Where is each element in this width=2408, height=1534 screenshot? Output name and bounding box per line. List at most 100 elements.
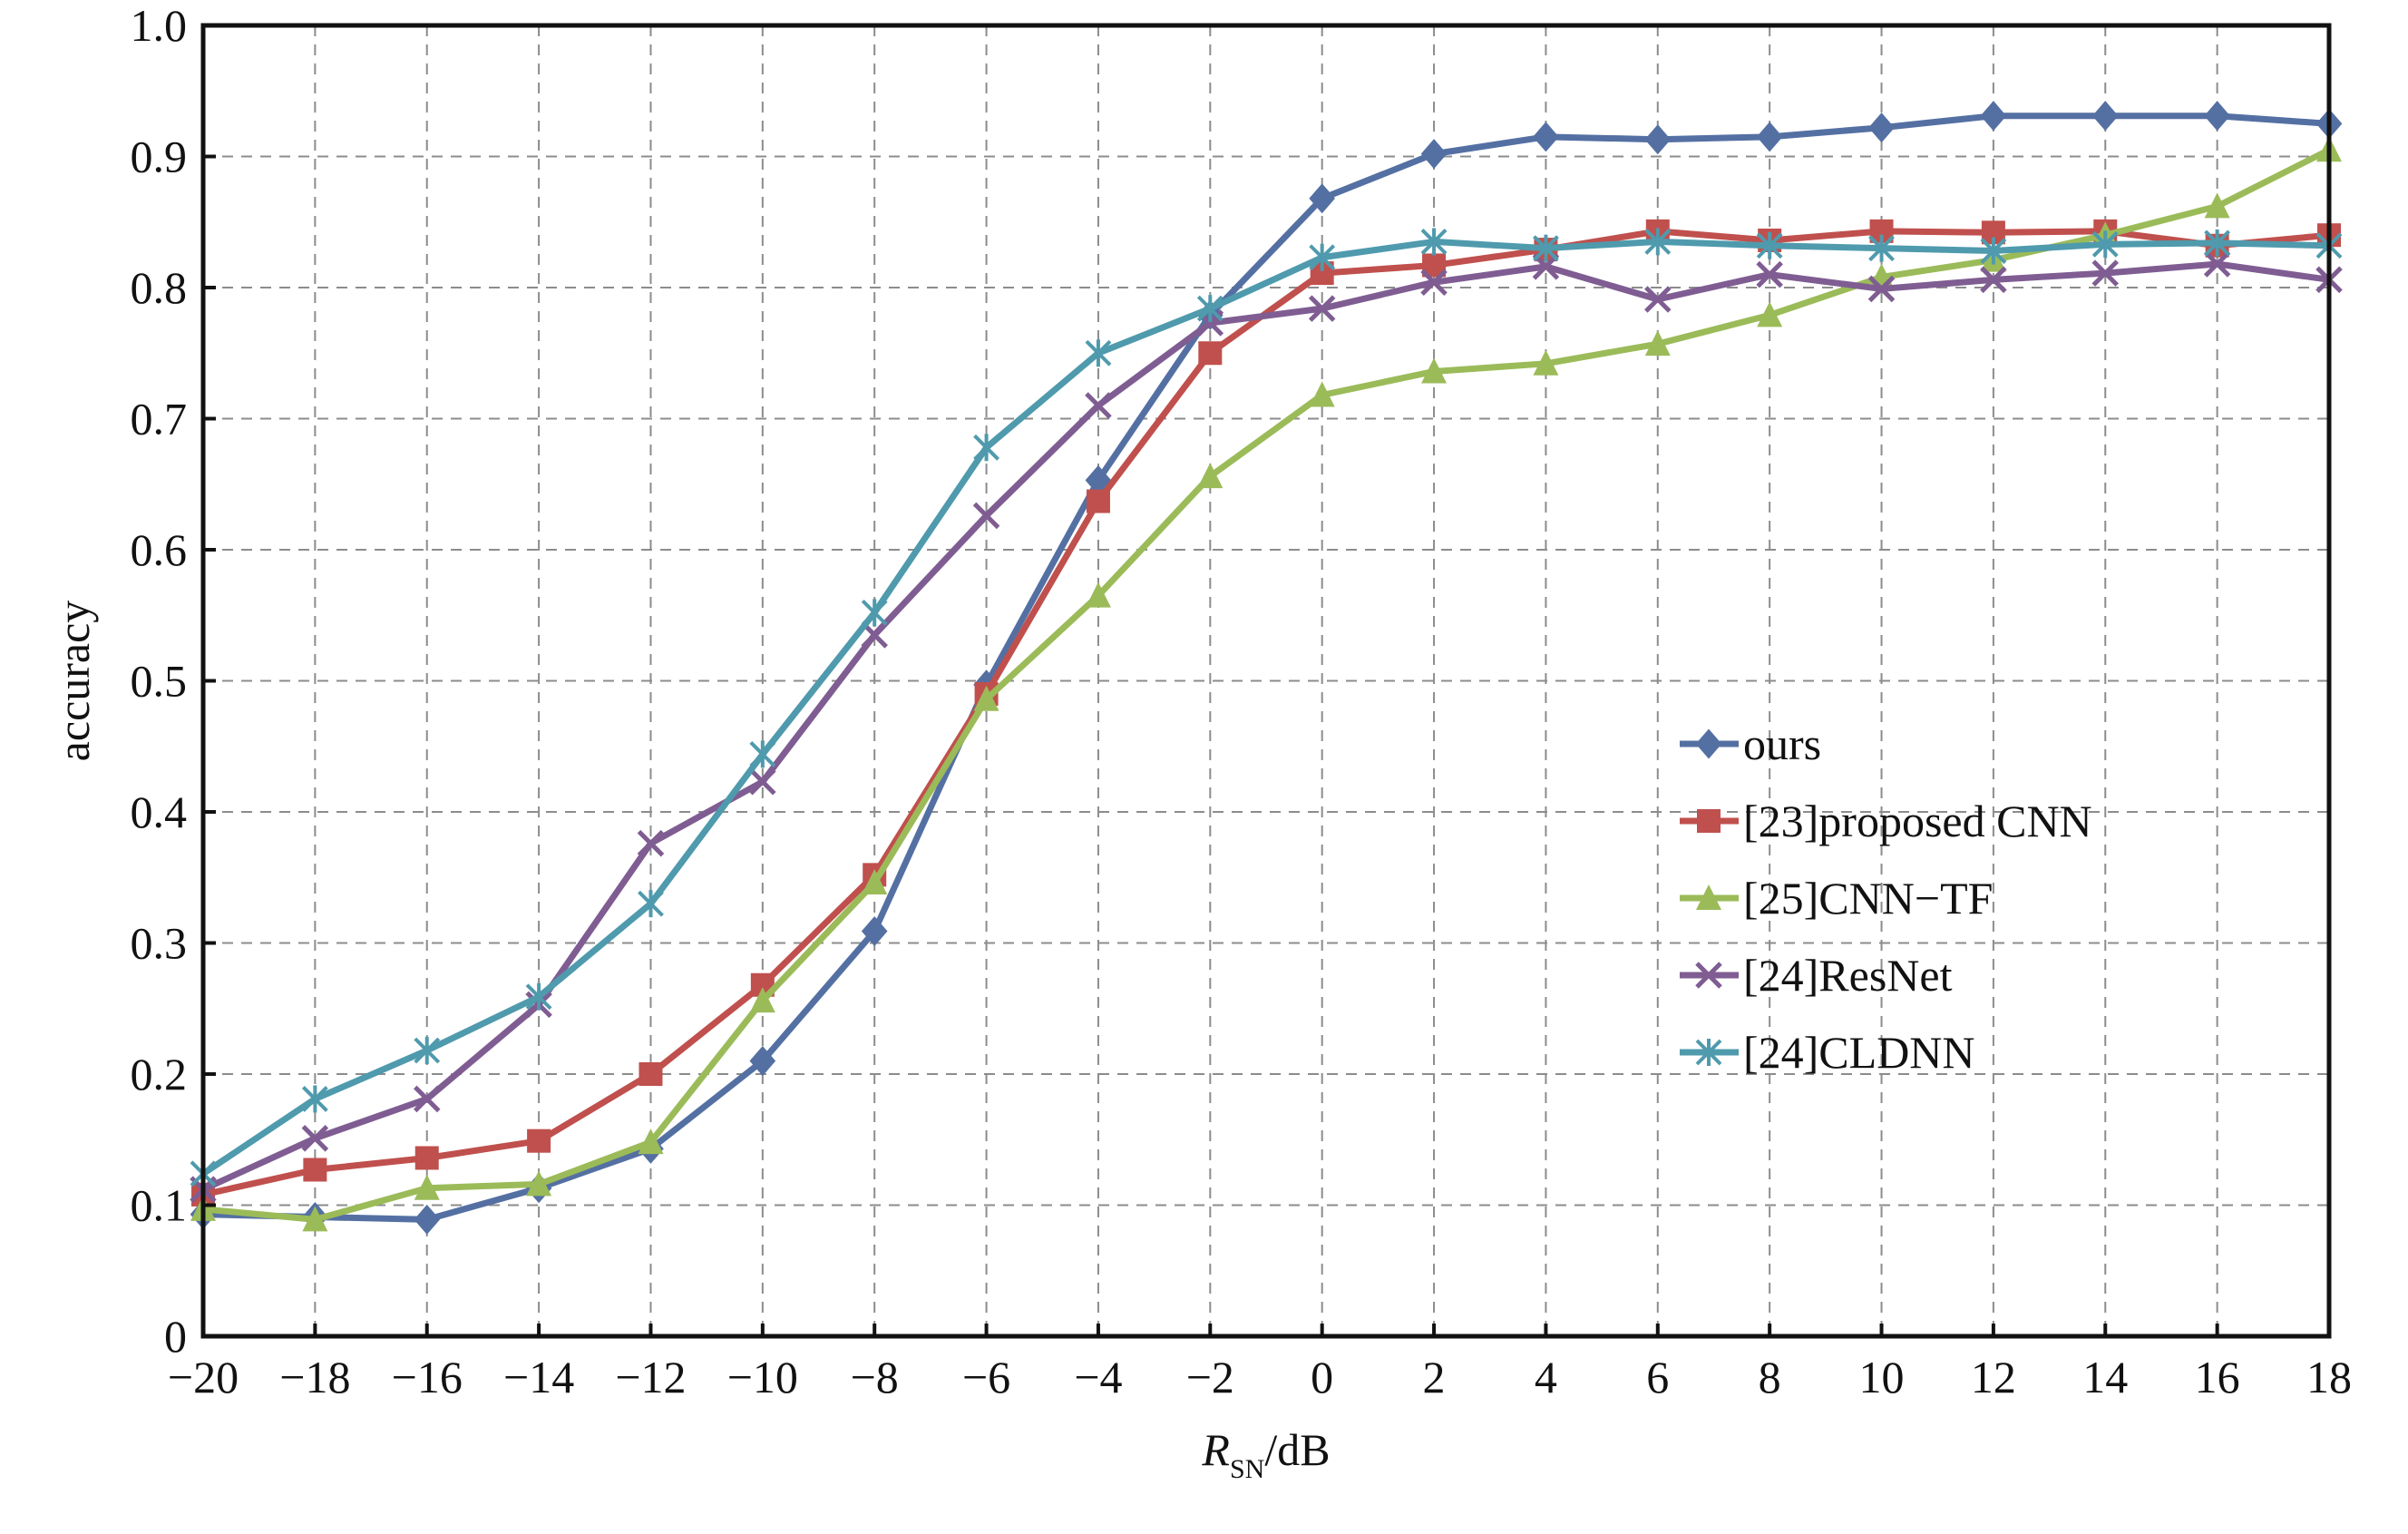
plot-frame bbox=[200, 23, 2332, 1339]
series-0 bbox=[190, 101, 2343, 1235]
series-2 bbox=[190, 136, 2342, 1232]
data-point-marker bbox=[2204, 101, 2230, 132]
data-point-marker bbox=[303, 1158, 327, 1182]
data-point-marker bbox=[1308, 295, 1336, 322]
x-tick-label: 0 bbox=[1311, 1352, 1333, 1402]
series-3 bbox=[190, 250, 2343, 1203]
legend-swatch-marker bbox=[1695, 728, 1722, 759]
x-tick-label: −6 bbox=[962, 1352, 1010, 1402]
data-point-marker bbox=[301, 1125, 329, 1152]
data-point-marker bbox=[861, 915, 888, 947]
data-point-marker bbox=[1980, 101, 2007, 132]
x-tick-label: 4 bbox=[1535, 1352, 1557, 1402]
data-point-marker bbox=[639, 1062, 663, 1086]
data-point-marker bbox=[749, 1046, 776, 1077]
y-axis-label: accuracy bbox=[48, 601, 99, 762]
x-tick-label: −12 bbox=[615, 1352, 686, 1402]
plot-series bbox=[190, 101, 2343, 1235]
series-line bbox=[200, 228, 2333, 1198]
data-point-marker bbox=[1085, 581, 1111, 608]
data-point-marker bbox=[638, 890, 664, 918]
x-axis-label-unit: /dB bbox=[1264, 1424, 1330, 1475]
data-point-marker bbox=[1756, 122, 1783, 152]
legend-item: [24]CLDNN bbox=[1680, 1027, 1975, 1078]
series-line bbox=[200, 260, 2333, 1193]
data-point-marker bbox=[414, 1174, 440, 1200]
data-point-marker bbox=[413, 1085, 441, 1113]
x-tick-label: 6 bbox=[1646, 1352, 1669, 1402]
y-tick-label: 1.0 bbox=[131, 0, 188, 51]
data-point-marker bbox=[1533, 349, 1559, 376]
legend-label: ours bbox=[1743, 718, 1821, 769]
x-tick-label: 16 bbox=[2195, 1352, 2240, 1402]
y-tick-label: 0.1 bbox=[131, 1180, 188, 1231]
data-point-marker bbox=[1868, 112, 1895, 143]
axis-ticks: −20 −18 −16 −14 −12 −10 −8 −6 −4 −2 0 2 4 6 8 10 12 14 16 1… bbox=[131, 0, 2353, 1402]
x-tick-label: −20 bbox=[168, 1352, 239, 1402]
series-4 bbox=[190, 228, 2343, 1187]
y-tick-label: 0 bbox=[164, 1311, 187, 1362]
data-point-marker bbox=[749, 740, 776, 768]
legend-label: [23]proposed CNN bbox=[1743, 796, 2092, 846]
y-tick-label: 0.4 bbox=[131, 787, 188, 837]
data-point-marker bbox=[1533, 234, 1559, 262]
data-point-marker bbox=[1198, 341, 1223, 366]
x-tick-label: −16 bbox=[392, 1352, 463, 1402]
data-point-marker bbox=[972, 502, 1000, 530]
series-line bbox=[200, 146, 2333, 1223]
data-point-marker bbox=[525, 982, 552, 1011]
y-tick-label: 0.3 bbox=[131, 918, 188, 969]
data-point-marker bbox=[2204, 192, 2230, 219]
legend-swatch-marker bbox=[1696, 884, 1721, 910]
data-point-marker bbox=[2091, 230, 2119, 259]
legend-label: [24]CLDNN bbox=[1743, 1027, 1975, 1078]
data-point-marker bbox=[1757, 301, 1783, 327]
legend-swatch-marker bbox=[1695, 962, 1722, 989]
data-point-marker bbox=[1644, 228, 1672, 256]
data-point-marker bbox=[749, 767, 776, 796]
data-point-marker bbox=[1644, 286, 1672, 313]
series-line bbox=[200, 238, 2333, 1177]
x-tick-label: 8 bbox=[1759, 1352, 1781, 1402]
y-tick-label: 0.9 bbox=[131, 132, 188, 182]
x-tick-label: 12 bbox=[1971, 1352, 2016, 1402]
grid bbox=[203, 25, 2329, 1336]
data-point-marker bbox=[1644, 124, 1672, 155]
x-tick-label: −8 bbox=[851, 1352, 899, 1402]
data-point-marker bbox=[1085, 339, 1112, 367]
data-point-marker bbox=[1085, 392, 1112, 419]
x-tick-label: −4 bbox=[1074, 1352, 1122, 1402]
data-point-marker bbox=[1533, 122, 1559, 152]
x-tick-label: 14 bbox=[2082, 1352, 2128, 1402]
data-point-marker bbox=[861, 599, 888, 627]
x-tick-label: −14 bbox=[503, 1352, 574, 1402]
series-line bbox=[200, 112, 2333, 1223]
data-point-marker bbox=[973, 685, 999, 711]
series-1 bbox=[191, 219, 2341, 1207]
x-tick-label: 10 bbox=[1859, 1352, 1905, 1402]
data-point-marker bbox=[1196, 295, 1223, 323]
data-point-marker bbox=[2091, 259, 2120, 287]
data-point-marker bbox=[1309, 183, 1336, 214]
legend: ours [23]proposed CNN [25]CNN−TF [24]ResNet… bbox=[1680, 718, 2092, 1078]
data-point-marker bbox=[2203, 250, 2231, 278]
x-axis-label-subscript: SN bbox=[1230, 1454, 1264, 1484]
x-axis-label: RSN/dB bbox=[1201, 1424, 1330, 1484]
data-point-marker bbox=[973, 434, 999, 462]
data-point-marker bbox=[1868, 234, 1895, 262]
data-point-marker bbox=[1197, 463, 1223, 489]
data-point-marker bbox=[2091, 101, 2119, 132]
data-point-marker bbox=[1867, 275, 1896, 303]
x-tick-label: −2 bbox=[1186, 1352, 1234, 1402]
x-tick-label: −18 bbox=[279, 1352, 350, 1402]
data-point-marker bbox=[862, 869, 888, 895]
legend-swatch-marker bbox=[1695, 1039, 1722, 1066]
legend-item: [25]CNN−TF bbox=[1680, 873, 1993, 923]
x-tick-label: −10 bbox=[727, 1352, 798, 1402]
data-point-marker bbox=[1756, 260, 1783, 288]
data-point-marker bbox=[638, 1129, 664, 1155]
legend-swatch-marker bbox=[1697, 809, 1721, 833]
data-point-marker bbox=[414, 1036, 441, 1064]
legend-label: [25]CNN−TF bbox=[1743, 873, 1993, 923]
